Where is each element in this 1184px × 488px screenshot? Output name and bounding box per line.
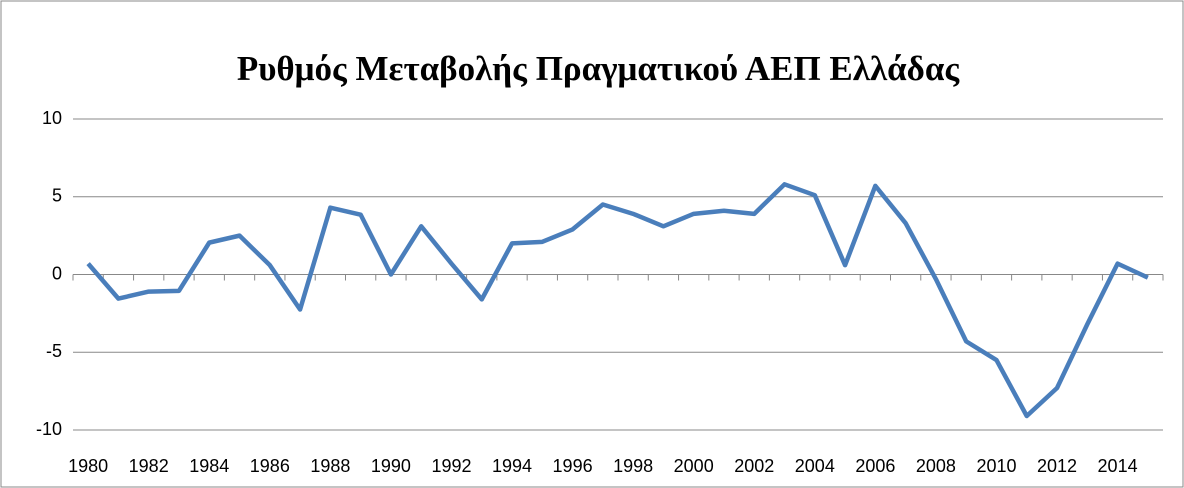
x-tick-label: 1984 xyxy=(189,456,229,476)
x-tick-label: 2004 xyxy=(795,456,835,476)
x-tick-label: 1982 xyxy=(129,456,169,476)
x-tick-label: 1988 xyxy=(310,456,350,476)
x-tick-label: 2002 xyxy=(734,456,774,476)
x-tick-label: 1990 xyxy=(371,456,411,476)
x-tick-label: 1996 xyxy=(553,456,593,476)
x-tick-label: 1998 xyxy=(613,456,653,476)
x-tick-label: 2008 xyxy=(916,456,956,476)
y-tick-label: -10 xyxy=(36,419,62,439)
x-tick-label: 2010 xyxy=(976,456,1016,476)
x-tick-label: 2006 xyxy=(855,456,895,476)
y-tick-label: 5 xyxy=(52,186,62,206)
y-tick-label: -5 xyxy=(46,341,62,361)
x-tick-label: 2014 xyxy=(1098,456,1138,476)
x-tick-label: 1992 xyxy=(431,456,471,476)
x-tick-label: 1994 xyxy=(492,456,532,476)
x-tick-label: 1980 xyxy=(68,456,108,476)
x-tick-label: 2000 xyxy=(674,456,714,476)
y-tick-label: 0 xyxy=(52,263,62,283)
y-tick-label: 10 xyxy=(42,108,62,128)
data-line xyxy=(86,182,1149,419)
chart-title: Ρυθμός Μεταβολής Πραγματικού ΑΕΠ Ελλάδας xyxy=(237,49,961,88)
x-tick-label: 2012 xyxy=(1037,456,1077,476)
x-tick-label: 1986 xyxy=(250,456,290,476)
